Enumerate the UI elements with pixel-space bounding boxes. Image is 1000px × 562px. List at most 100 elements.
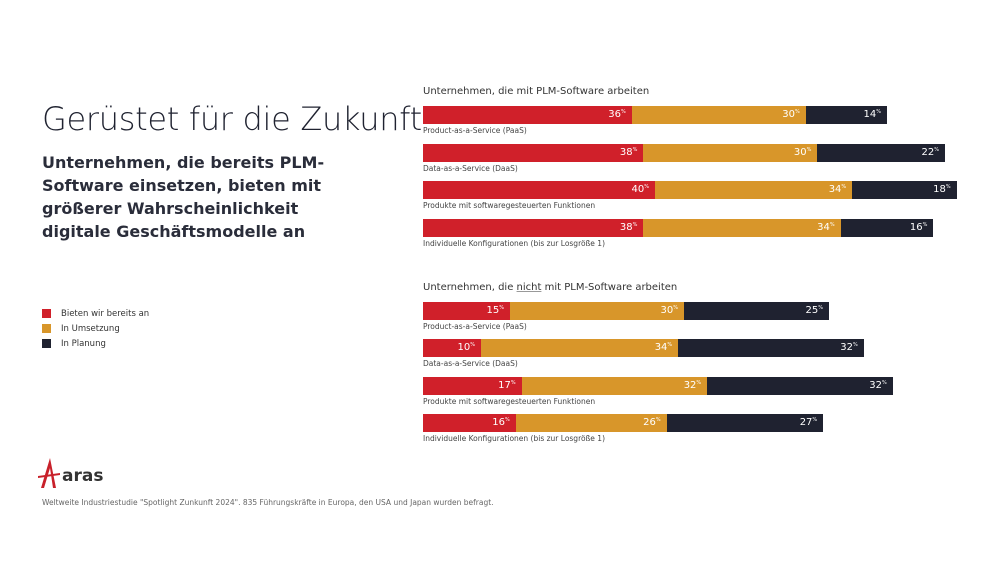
- subtitle: Unternehmen, die bereits PLM-Software ei…: [42, 153, 325, 241]
- bar-segment: 30%: [631, 106, 806, 124]
- data-label: 38: [619, 222, 633, 233]
- data-label: 32: [869, 380, 883, 391]
- data-label: 32: [683, 380, 697, 391]
- unit-label: %: [829, 222, 835, 228]
- bar-segment: 22%: [817, 144, 945, 162]
- bar-segment: 16%: [423, 414, 516, 432]
- title-part: Unternehmen, die: [423, 86, 517, 97]
- bar-segment: 38%: [423, 219, 644, 237]
- data-label: 38: [619, 147, 633, 158]
- data-label: 40: [631, 184, 645, 195]
- unit-label: %: [934, 147, 939, 153]
- bar-segment: 27%: [666, 414, 824, 432]
- bar-segment: 15%: [423, 302, 510, 320]
- category-label: Individuelle Konfigurationen (bis zur Lo…: [423, 239, 605, 248]
- legend-item: In Planung: [42, 336, 149, 351]
- bar-segment: 32%: [678, 339, 864, 357]
- bar-segment: 18%: [852, 181, 957, 199]
- data-label: 30: [782, 109, 796, 120]
- legend-swatch: [42, 324, 51, 333]
- unit-label: %: [876, 109, 881, 115]
- unit-label: %: [673, 305, 678, 311]
- unit-label: %: [632, 222, 638, 228]
- unit-label: %: [812, 417, 818, 423]
- data-label: 15: [486, 305, 500, 316]
- data-label: 34: [828, 184, 842, 195]
- data-label: 26: [643, 417, 656, 428]
- title-part-underlined: nicht: [516, 282, 542, 293]
- legend-label: In Umsetzung: [61, 323, 120, 334]
- data-label: 18: [933, 184, 946, 195]
- data-label: 34: [817, 222, 830, 233]
- legend-label: Bieten wir bereits an: [61, 308, 150, 319]
- data-label: 27: [799, 417, 813, 428]
- legend-item: Bieten wir bereits an: [42, 306, 149, 321]
- data-label: 22: [921, 147, 935, 158]
- data-label: 34: [654, 342, 668, 353]
- unit-label: %: [470, 342, 475, 348]
- logo-text: aras: [62, 466, 104, 486]
- page-title: Gerüstet für die Zukunft: [42, 100, 422, 138]
- data-label: 30: [793, 147, 807, 158]
- data-label: 10: [457, 342, 471, 353]
- unit-label: %: [806, 147, 812, 153]
- bar-segment: 16%: [840, 219, 934, 237]
- unit-label: %: [621, 109, 626, 115]
- unit-label: %: [499, 305, 504, 311]
- bar-segment: 38%: [423, 144, 644, 162]
- data-label: 36: [608, 109, 622, 120]
- legend-swatch: [42, 339, 51, 348]
- unit-label: %: [882, 380, 887, 386]
- unit-label: %: [655, 417, 661, 423]
- legend: Bieten wir bereits an In Umsetzung In Pl…: [42, 306, 149, 351]
- unit-label: %: [510, 380, 516, 386]
- bar-segment: 26%: [515, 414, 667, 432]
- unit-label: %: [505, 417, 510, 423]
- bar-segment: 36%: [423, 106, 632, 124]
- bar-segment: 34%: [643, 219, 841, 237]
- category-label: Produkte mit softwaregesteuerten Funktio…: [423, 397, 596, 406]
- aras-logo: aras: [38, 458, 103, 488]
- legend-item: In Umsetzung: [42, 321, 149, 336]
- title-part: Unternehmen, die: [423, 282, 517, 293]
- legend-swatch: [42, 309, 51, 318]
- aras-logo-icon: [38, 458, 60, 488]
- unit-label: %: [922, 222, 928, 228]
- title-part: mit PLM-Software arbeiten: [541, 282, 678, 293]
- legend-label: In Planung: [61, 338, 106, 349]
- data-label: 30: [660, 305, 674, 316]
- title-part: PLM-Software arbeiten: [533, 86, 650, 97]
- unit-label: %: [632, 147, 638, 153]
- unit-label: %: [644, 184, 649, 190]
- category-label: Data-as-a-Service (DaaS): [423, 359, 518, 368]
- unit-label: %: [667, 342, 673, 348]
- unit-label: %: [841, 184, 847, 190]
- bar-segment: 30%: [643, 144, 818, 162]
- category-label: Produkte mit softwaregesteuerten Funktio…: [423, 201, 596, 210]
- data-label: 14: [863, 109, 877, 120]
- bar-segment: 30%: [510, 302, 684, 320]
- chart-title-without-plm: Unternehmen, die nicht mit PLM-Software …: [423, 282, 677, 293]
- data-label: 32: [840, 342, 854, 353]
- bar-segment: 10%: [423, 339, 481, 357]
- bar-segment: 40%: [423, 181, 655, 199]
- category-label: Data-as-a-Service (DaaS): [423, 164, 518, 173]
- data-label: 16: [492, 417, 506, 428]
- bar-segment: 32%: [707, 377, 893, 395]
- data-label: 16: [909, 222, 923, 233]
- unit-label: %: [945, 184, 951, 190]
- category-label: Individuelle Konfigurationen (bis zur Lo…: [423, 434, 605, 443]
- footnote: Weltweite Industriestudie "Spotlight Zun…: [42, 498, 494, 507]
- bar-segment: 34%: [655, 181, 853, 199]
- category-label: Product-as-a-Service (PaaS): [423, 126, 527, 135]
- data-label: 17: [498, 380, 511, 391]
- bar-segment: 34%: [481, 339, 679, 357]
- category-label: Product-as-a-Service (PaaS): [423, 322, 527, 331]
- unit-label: %: [818, 305, 823, 311]
- unit-label: %: [795, 109, 800, 115]
- bar-segment: 17%: [423, 377, 522, 395]
- bar-segment: 25%: [684, 302, 829, 320]
- unit-label: %: [853, 342, 858, 348]
- data-label: 25: [805, 305, 819, 316]
